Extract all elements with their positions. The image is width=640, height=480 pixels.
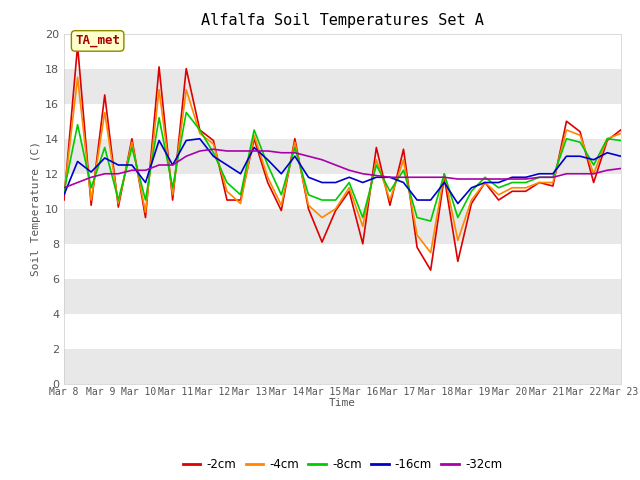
Bar — [64, 174, 621, 209]
Bar — [64, 279, 621, 314]
Bar — [64, 349, 621, 384]
Text: TA_met: TA_met — [75, 35, 120, 48]
Bar — [64, 209, 621, 244]
Bar — [64, 314, 621, 349]
Bar — [64, 104, 621, 139]
Title: Alfalfa Soil Temperatures Set A: Alfalfa Soil Temperatures Set A — [201, 13, 484, 28]
Bar — [64, 139, 621, 174]
Bar — [64, 34, 621, 69]
X-axis label: Time: Time — [329, 398, 356, 408]
Y-axis label: Soil Temperature (C): Soil Temperature (C) — [31, 141, 41, 276]
Bar — [64, 244, 621, 279]
Legend: -2cm, -4cm, -8cm, -16cm, -32cm: -2cm, -4cm, -8cm, -16cm, -32cm — [178, 454, 507, 476]
Bar — [64, 69, 621, 104]
